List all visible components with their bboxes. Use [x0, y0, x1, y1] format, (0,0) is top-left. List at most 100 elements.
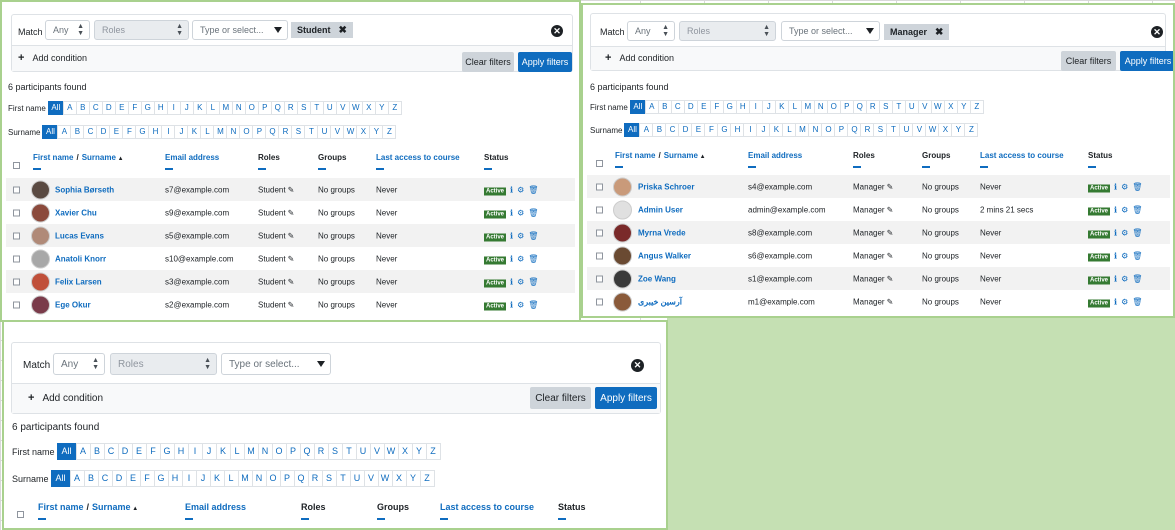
trash-icon[interactable]: 🗑	[1132, 205, 1143, 214]
initial-letter[interactable]: W	[930, 100, 945, 114]
initial-letter[interactable]: F	[139, 470, 155, 487]
trash-icon[interactable]: 🗑	[1132, 228, 1143, 237]
gear-icon[interactable]: ⚙	[1121, 297, 1129, 306]
info-icon[interactable]: ℹ	[1114, 251, 1118, 260]
edit-pencil-icon[interactable]: ✎	[886, 228, 894, 237]
initial-letter[interactable]: D	[683, 100, 698, 114]
initial-letter[interactable]: L	[223, 470, 239, 487]
participant-name-link[interactable]: Felix Larsen	[55, 277, 102, 286]
initial-letter[interactable]: W	[377, 470, 393, 487]
initial-letter[interactable]: R	[313, 443, 329, 460]
apply-filters-button[interactable]: Apply filters	[1120, 51, 1173, 71]
row-checkbox[interactable]	[596, 252, 603, 259]
initial-letter[interactable]: Z	[419, 470, 435, 487]
initial-letter[interactable]: X	[356, 125, 371, 139]
participant-name-link[interactable]: Sophia Børseth	[55, 185, 115, 194]
row-checkbox[interactable]	[596, 275, 603, 282]
initial-letter[interactable]: O	[244, 101, 259, 115]
gear-icon[interactable]: ⚙	[517, 231, 525, 240]
column-toggle-bar[interactable]	[165, 168, 173, 170]
initial-letter[interactable]: B	[657, 100, 672, 114]
initial-letter[interactable]: D	[111, 470, 127, 487]
initial-letter[interactable]: Q	[852, 100, 867, 114]
column-toggle-bar[interactable]	[440, 518, 448, 520]
initial-letter[interactable]: B	[75, 101, 90, 115]
select-all-checkbox[interactable]	[13, 162, 20, 169]
trash-icon[interactable]: 🗑	[528, 185, 539, 194]
initial-letter[interactable]: F	[145, 443, 161, 460]
info-icon[interactable]: ℹ	[510, 185, 514, 194]
initial-all[interactable]: All	[50, 470, 71, 487]
initial-letter[interactable]: H	[730, 123, 745, 137]
column-toggle-bar[interactable]	[922, 166, 930, 168]
gear-icon[interactable]: ⚙	[517, 300, 525, 309]
initial-letter[interactable]: D	[101, 101, 116, 115]
participant-name-link[interactable]: آرسین خیبری	[638, 297, 682, 306]
info-icon[interactable]: ℹ	[1114, 205, 1118, 214]
initial-letter[interactable]: T	[304, 125, 319, 139]
initial-letter[interactable]: M	[218, 101, 233, 115]
avatar[interactable]	[31, 203, 50, 222]
initial-letter[interactable]: M	[243, 443, 259, 460]
apply-filters-button[interactable]: Apply filters	[595, 387, 657, 409]
initial-letter[interactable]: R	[307, 470, 323, 487]
row-checkbox[interactable]	[596, 183, 603, 190]
initial-letter[interactable]: K	[215, 443, 231, 460]
initial-letter[interactable]: E	[696, 100, 711, 114]
initial-letter[interactable]: N	[231, 101, 246, 115]
column-toggle-bar[interactable]	[301, 518, 309, 520]
last-access-column-header[interactable]: Last access to course	[440, 502, 534, 512]
participant-name-link[interactable]: Myrna Vrede	[638, 228, 686, 237]
column-toggle-bar[interactable]	[748, 166, 756, 168]
edit-pencil-icon[interactable]: ✎	[287, 300, 295, 309]
initial-letter[interactable]: I	[166, 101, 181, 115]
initial-letter[interactable]: R	[860, 123, 875, 137]
filter-type-select[interactable]: Roles ▲ ▼	[110, 353, 217, 375]
initial-letter[interactable]: J	[195, 470, 211, 487]
avatar[interactable]	[613, 200, 632, 219]
clear-filters-button[interactable]: Clear filters	[530, 387, 591, 409]
initial-letter[interactable]: T	[886, 123, 901, 137]
surname-sort-link[interactable]: Surname	[92, 502, 131, 512]
initial-letter[interactable]: B	[89, 443, 105, 460]
participant-name-link[interactable]: Lucas Evans	[55, 231, 104, 240]
initial-letter[interactable]: E	[691, 123, 706, 137]
initial-letter[interactable]: V	[335, 101, 350, 115]
trash-icon[interactable]: 🗑	[528, 208, 539, 217]
initial-letter[interactable]: W	[343, 125, 358, 139]
initial-letter[interactable]: C	[665, 123, 680, 137]
initial-letter[interactable]: O	[265, 470, 281, 487]
filter-type-select[interactable]: Roles ▲ ▼	[679, 21, 776, 41]
avatar[interactable]	[31, 249, 50, 268]
avatar[interactable]	[613, 292, 632, 311]
column-toggle-bar[interactable]	[484, 168, 492, 170]
add-condition-button[interactable]: + Add condition	[18, 52, 87, 64]
initial-letter[interactable]: M	[795, 123, 810, 137]
initial-letter[interactable]: X	[391, 470, 407, 487]
initial-letter[interactable]: T	[341, 443, 357, 460]
column-toggle-bar[interactable]	[38, 518, 46, 520]
initial-letter[interactable]: S	[873, 123, 888, 137]
avatar[interactable]	[613, 223, 632, 242]
initial-letter[interactable]: V	[369, 443, 385, 460]
initial-letter[interactable]: J	[761, 100, 776, 114]
info-icon[interactable]: ℹ	[1114, 182, 1118, 191]
initial-letter[interactable]: S	[878, 100, 893, 114]
initial-letter[interactable]: J	[756, 123, 771, 137]
first-name-sort-link[interactable]: First name / Surname ▲	[38, 502, 138, 512]
filter-tag[interactable]: Student ✖	[291, 22, 353, 38]
initial-all[interactable]: All	[629, 100, 646, 114]
gear-icon[interactable]: ⚙	[517, 254, 525, 263]
initial-letter[interactable]: C	[103, 443, 119, 460]
first-name-sort-link[interactable]: First name / Surname ▲	[33, 153, 124, 162]
initial-letter[interactable]: Z	[382, 125, 397, 139]
clear-filters-button[interactable]: Clear filters	[462, 52, 514, 72]
avatar[interactable]	[613, 177, 632, 196]
column-toggle-bar[interactable]	[1088, 166, 1096, 168]
info-icon[interactable]: ℹ	[1114, 228, 1118, 237]
initial-letter[interactable]: T	[309, 101, 324, 115]
initial-letter[interactable]: L	[205, 101, 220, 115]
avatar[interactable]	[31, 295, 50, 314]
initial-letter[interactable]: Y	[951, 123, 966, 137]
trash-icon[interactable]: 🗑	[1132, 251, 1143, 260]
